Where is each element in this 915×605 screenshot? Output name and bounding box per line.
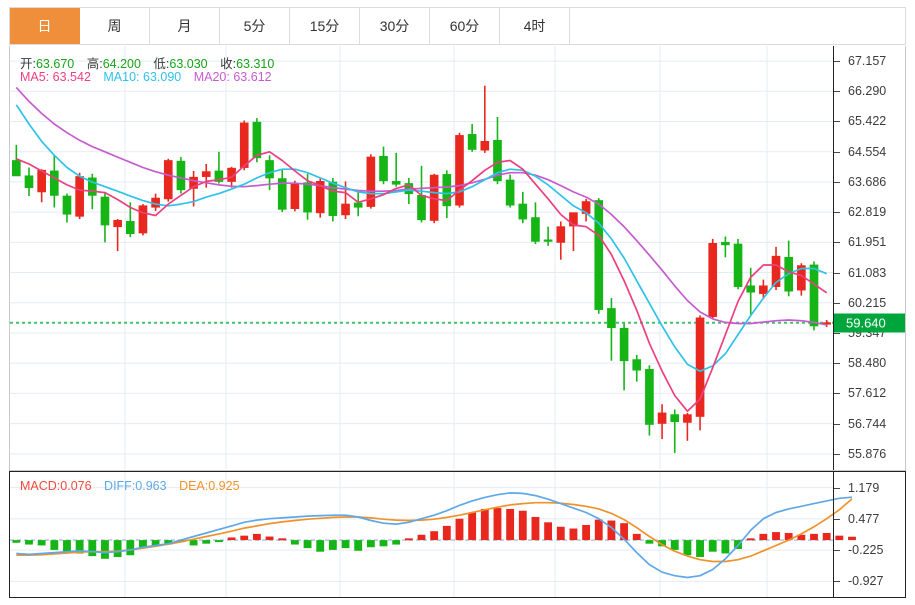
- price-axis-label: 58.480: [848, 356, 887, 371]
- macd-chart-canvas: [10, 472, 856, 597]
- price-axis-divider: [833, 46, 834, 470]
- price-axis-label: 67.157: [848, 54, 887, 69]
- tabbar-filler: [570, 8, 905, 44]
- price-axis-tick: [834, 242, 840, 244]
- price-axis-tick: [834, 61, 840, 63]
- price-axis-tick: [834, 121, 840, 123]
- price-axis-tick: [834, 272, 840, 274]
- price-axis-label: 61.951: [848, 235, 887, 250]
- price-axis-tick: [834, 332, 840, 334]
- macd-chart-pane[interactable]: MACD:0.076 DIFF:0.963 DEA:0.925 1.179 0.4…: [9, 471, 906, 598]
- price-axis-label: 63.686: [848, 174, 887, 189]
- macd-axis-tick: [834, 518, 840, 520]
- macd-axis-tick: [834, 550, 840, 552]
- macd-axis-tick: [834, 487, 840, 489]
- price-axis-tick: [834, 423, 840, 425]
- price-axis-tick: [834, 453, 840, 455]
- tab-month[interactable]: 月: [150, 8, 220, 44]
- price-chart-pane[interactable]: 开:63.670 高:64.200 低:63.030 收:63.310 MA5:…: [9, 46, 906, 471]
- tab-60min[interactable]: 60分: [430, 8, 500, 44]
- price-axis-tick: [834, 91, 840, 93]
- price-axis-label: 60.215: [848, 295, 887, 310]
- tab-day[interactable]: 日: [10, 8, 80, 44]
- current-price-badge: 59.640: [834, 313, 905, 333]
- macd-axis-divider: [833, 472, 834, 597]
- price-axis-tick: [834, 393, 840, 395]
- tab-15min[interactable]: 15分: [290, 8, 360, 44]
- period-tabbar: 日 周 月 5分 15分 30分 60分 4时: [9, 7, 906, 45]
- price-axis-tick: [834, 212, 840, 214]
- price-axis-tick: [834, 151, 840, 153]
- price-axis-label: 65.422: [848, 114, 887, 129]
- price-axis-label: 61.083: [848, 265, 887, 280]
- price-axis-label: 64.554: [848, 144, 887, 159]
- macd-axis-label: 1.179: [848, 480, 880, 495]
- price-axis-label: 66.290: [848, 84, 887, 99]
- price-axis-tick: [834, 363, 840, 365]
- tab-4hour[interactable]: 4时: [500, 8, 570, 44]
- macd-axis-label: -0.225: [848, 543, 884, 558]
- price-axis-tick: [834, 302, 840, 304]
- macd-axis-label: -0.927: [848, 574, 884, 589]
- price-axis-tick: [834, 181, 840, 183]
- tab-5min[interactable]: 5分: [220, 8, 290, 44]
- tab-week[interactable]: 周: [80, 8, 150, 44]
- price-axis-label: 55.876: [848, 446, 887, 461]
- price-axis-label: 56.744: [848, 416, 887, 431]
- tab-30min[interactable]: 30分: [360, 8, 430, 44]
- price-chart-canvas: [10, 46, 833, 469]
- macd-axis-tick: [834, 581, 840, 583]
- price-axis-label: 62.819: [848, 205, 887, 220]
- macd-axis-label: 0.477: [848, 511, 880, 526]
- price-axis-label: 57.612: [848, 386, 887, 401]
